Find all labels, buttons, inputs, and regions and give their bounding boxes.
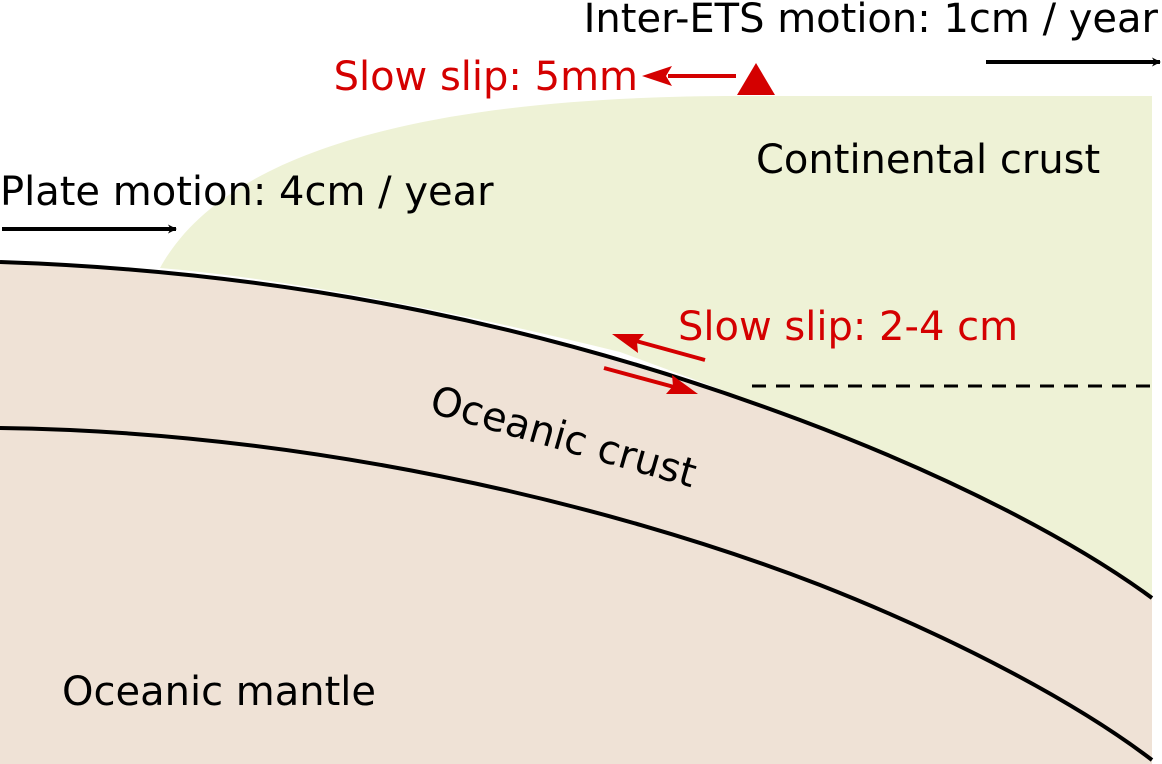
slow-slip-fault-arrow-lower [603,366,698,394]
inter-ets-motion-label: Inter-ETS motion: 1cm / year [584,0,1159,42]
continental-crust-label: Continental crust [756,137,1100,183]
crust-mantle-boundary-line [0,426,1154,762]
slow-slip-surface-label: Slow slip: 5mm [334,54,638,100]
slow-slip-fault-arrow-upper [612,334,706,362]
gps-station-triangle-icon [737,63,775,95]
oceanic-plate-region [0,262,1152,764]
plate-interface-line [0,260,1154,600]
plate-motion-label: Plate motion: 4cm / year [0,169,494,215]
slow-slip-surface-arrow [642,66,736,86]
slow-slip-fault-label: Slow slip: 2-4 cm [678,304,1018,350]
oceanic-mantle-label: Oceanic mantle [62,669,376,715]
